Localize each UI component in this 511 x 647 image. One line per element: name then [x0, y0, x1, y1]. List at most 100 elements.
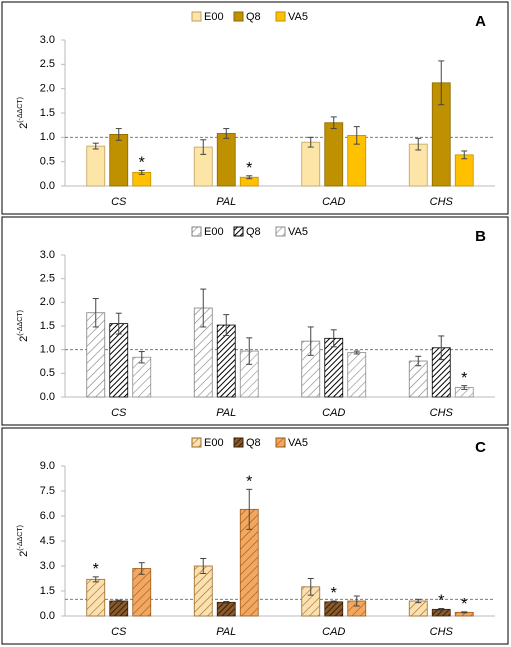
y-axis-label: 2(-ΔΔCT) — [17, 310, 30, 342]
legend-swatch — [275, 437, 286, 448]
error-bar — [115, 599, 122, 603]
x-tick-label: CHS — [430, 407, 454, 419]
significance-mark: * — [93, 561, 99, 578]
y-tick-label: 0.5 — [40, 156, 55, 168]
y-tick-label: 4.5 — [40, 535, 55, 547]
legend-swatch — [233, 226, 244, 237]
error-bar — [138, 351, 145, 364]
x-tick-label: CAD — [322, 407, 345, 419]
error-bar — [415, 598, 422, 604]
bar — [109, 134, 129, 187]
error-bar — [438, 335, 445, 361]
legend-swatch — [191, 226, 202, 237]
x-tick-label: CHS — [430, 196, 454, 208]
error-bar — [461, 611, 468, 614]
y-tick-label: 2.5 — [40, 273, 55, 285]
y-tick-label: 3.0 — [40, 249, 55, 261]
y-tick-label: 1.5 — [40, 320, 55, 332]
legend-swatch — [233, 437, 244, 448]
error-bar — [223, 128, 230, 139]
error-bar — [307, 578, 314, 596]
legend-label: VA5 — [288, 11, 308, 23]
y-tick-label: 1.5 — [40, 585, 55, 597]
significance-mark: * — [331, 585, 337, 602]
bar — [324, 122, 344, 187]
legend-label: Q8 — [246, 437, 261, 449]
error-bar — [246, 488, 253, 530]
legend-swatch — [233, 11, 244, 22]
x-tick-label: PAL — [216, 196, 236, 208]
x-tick-label: CS — [111, 196, 127, 208]
panel-frame — [1, 427, 509, 645]
y-tick-label: 1.0 — [40, 344, 55, 356]
error-bar — [138, 169, 145, 175]
bar — [132, 568, 152, 617]
legend-label: E00 — [204, 437, 224, 449]
error-bar — [330, 600, 337, 604]
error-bar — [353, 126, 360, 145]
bar — [216, 133, 236, 187]
error-bar — [461, 150, 468, 160]
y-axis-label: 2(-ΔΔCT) — [17, 525, 30, 557]
error-bar — [200, 139, 207, 155]
legend-label: E00 — [204, 11, 224, 23]
y-tick-label: 1.5 — [40, 107, 55, 119]
bar — [324, 601, 344, 617]
error-bar — [438, 608, 445, 611]
legend-label: VA5 — [288, 226, 308, 238]
y-axis-label: 2(-ΔΔCT) — [17, 97, 30, 129]
y-tick-label: 0.0 — [40, 610, 55, 622]
panel-label: C — [475, 439, 486, 456]
bar — [86, 578, 106, 617]
bar — [408, 360, 428, 398]
error-bar — [92, 142, 99, 150]
panel-label: A — [475, 13, 486, 30]
error-bar — [330, 329, 337, 348]
bar — [216, 601, 236, 617]
panel-frame — [1, 1, 509, 215]
x-tick-label: PAL — [216, 407, 236, 419]
error-bar — [461, 385, 468, 390]
legend-swatch — [191, 437, 202, 448]
error-bar — [92, 298, 99, 328]
y-tick-label: 2.0 — [40, 83, 55, 95]
legend-label: VA5 — [288, 437, 308, 449]
y-label-exponent: (-ΔΔCT) — [17, 310, 24, 336]
y-tick-label: 0.0 — [40, 391, 55, 403]
panel-label: B — [475, 228, 486, 245]
error-bar — [246, 175, 253, 180]
y-label-exponent: (-ΔΔCT) — [17, 97, 24, 123]
legend-label: Q8 — [246, 11, 261, 23]
y-tick-label: 2.5 — [40, 58, 55, 70]
bar — [86, 145, 106, 187]
bar — [347, 352, 367, 398]
error-bar — [223, 314, 230, 336]
y-tick-label: 3.0 — [40, 560, 55, 572]
y-tick-label: 0.5 — [40, 367, 55, 379]
y-tick-label: 7.5 — [40, 485, 55, 497]
x-tick-label: CAD — [322, 196, 345, 208]
bar — [454, 154, 474, 187]
x-tick-label: CS — [111, 626, 127, 638]
legend-label: Q8 — [246, 226, 261, 238]
error-bar — [307, 326, 314, 356]
error-bar — [138, 562, 145, 575]
y-label-base: 2 — [18, 336, 30, 342]
bar — [408, 600, 428, 617]
significance-mark: * — [246, 474, 252, 491]
error-bar — [223, 601, 230, 604]
panel-frame — [1, 216, 509, 426]
legend-swatch — [275, 226, 286, 237]
error-bar — [115, 312, 122, 335]
error-bar — [415, 355, 422, 367]
legend-swatch — [275, 11, 286, 22]
x-tick-label: CHS — [430, 626, 454, 638]
error-bar — [353, 595, 360, 607]
error-bar — [200, 558, 207, 574]
y-label-base: 2 — [18, 551, 30, 557]
significance-mark: * — [139, 155, 145, 172]
x-tick-label: CAD — [322, 626, 345, 638]
x-tick-label: CS — [111, 407, 127, 419]
y-label-exponent: (-ΔΔCT) — [17, 525, 24, 551]
